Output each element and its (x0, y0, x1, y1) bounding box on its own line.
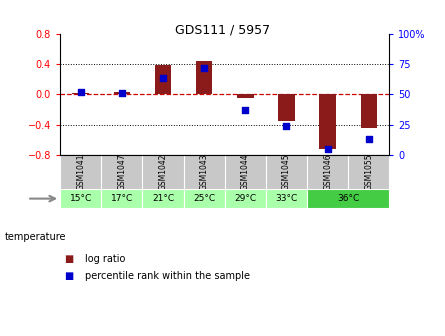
Text: ■: ■ (65, 270, 74, 281)
Point (365, 136, 372, 142)
Text: GSM1055: GSM1055 (364, 154, 373, 190)
Bar (101, 189, 142, 208)
Text: percentile rank within the sample: percentile rank within the sample (85, 270, 250, 281)
Bar (266, 155, 307, 189)
Text: temperature: temperature (4, 232, 66, 242)
Bar (225, 189, 266, 208)
Text: GSM1042: GSM1042 (158, 154, 167, 190)
Bar (278, 94, 295, 121)
Point (77, 89, 84, 94)
Bar (113, 92, 130, 94)
Text: 25°C: 25°C (193, 194, 215, 203)
Text: GSM1044: GSM1044 (241, 154, 250, 190)
Bar (307, 155, 348, 189)
Text: GSM1047: GSM1047 (117, 154, 126, 190)
Bar (60, 189, 101, 208)
Text: GSM1041: GSM1041 (76, 154, 85, 190)
Bar (73, 93, 89, 94)
Bar (348, 155, 389, 189)
Text: 33°C: 33°C (275, 194, 298, 203)
Point (324, 146, 331, 152)
Text: GSM1046: GSM1046 (323, 154, 332, 190)
Bar (184, 155, 225, 189)
Bar (184, 189, 225, 208)
Text: ■: ■ (65, 254, 74, 264)
Text: 15°C: 15°C (69, 194, 92, 203)
Text: GSM1043: GSM1043 (200, 154, 209, 190)
Bar (60, 155, 101, 189)
Bar (237, 94, 254, 98)
Text: GDS111 / 5957: GDS111 / 5957 (175, 24, 270, 37)
Point (118, 90, 125, 96)
Bar (307, 189, 389, 208)
Text: GSM1045: GSM1045 (282, 154, 291, 190)
Point (159, 76, 166, 81)
Bar (360, 94, 377, 128)
Bar (225, 155, 266, 189)
Bar (142, 155, 184, 189)
Bar (196, 61, 212, 94)
Bar (101, 155, 142, 189)
Bar (320, 94, 336, 149)
Bar (155, 66, 171, 94)
Bar (142, 189, 184, 208)
Point (242, 108, 249, 113)
Text: 17°C: 17°C (111, 194, 133, 203)
Bar (266, 189, 307, 208)
Point (283, 123, 290, 128)
Point (201, 65, 208, 70)
Text: 21°C: 21°C (152, 194, 174, 203)
Text: 29°C: 29°C (234, 194, 256, 203)
Text: log ratio: log ratio (85, 254, 125, 264)
Text: 36°C: 36°C (337, 194, 360, 203)
